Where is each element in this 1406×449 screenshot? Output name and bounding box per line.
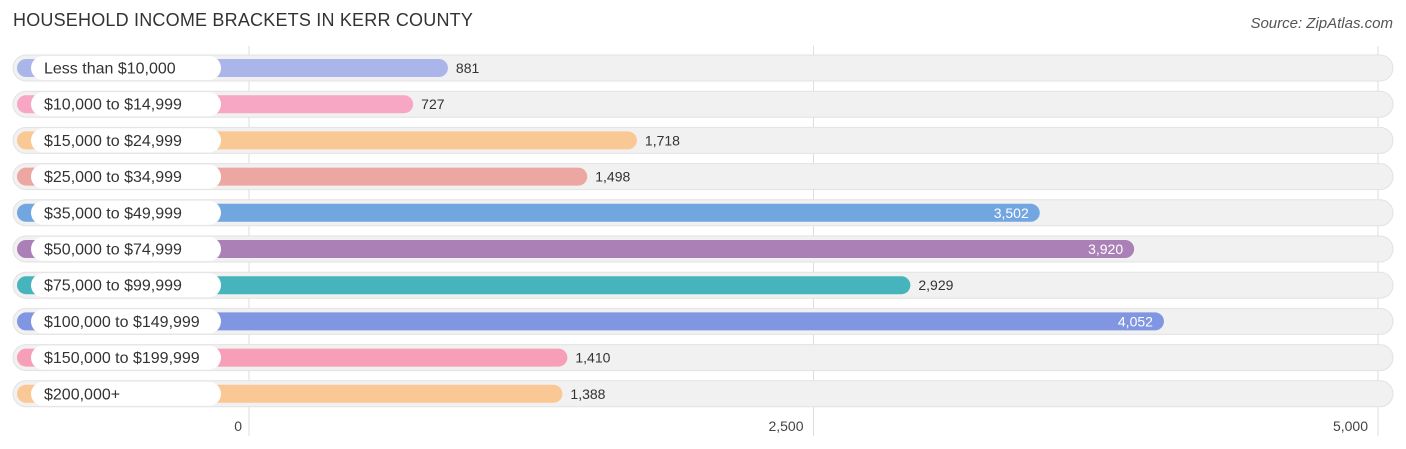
value-label: 1,718 (645, 132, 680, 148)
x-tick-label: 2,500 (768, 418, 803, 434)
value-label: 727 (421, 96, 445, 112)
bar-row: Less than $10,000 881 (12, 54, 1394, 82)
category-label-pill (31, 92, 221, 117)
bar-row: $200,000+ 1,388 (12, 380, 1394, 408)
bar[interactable] (17, 240, 1135, 258)
category-label: $50,000 to $74,999 (44, 242, 182, 259)
category-label-pill (31, 200, 221, 225)
value-label: 4,052 (1118, 313, 1153, 329)
category-label-pill (31, 164, 221, 189)
category-label-pill (31, 345, 221, 370)
bar-row: $25,000 to $34,999 1,498 (12, 163, 1394, 191)
category-label: $200,000+ (44, 386, 120, 403)
value-label: 1,498 (595, 169, 630, 185)
value-label: 881 (456, 60, 480, 76)
bar[interactable] (17, 312, 1164, 331)
value-label: 1,388 (570, 386, 605, 402)
category-label: $35,000 to $49,999 (44, 205, 182, 222)
category-label-pill (31, 309, 221, 334)
bar-row: $100,000 to $149,999 4,052 (12, 307, 1394, 335)
category-label: $25,000 to $34,999 (44, 169, 182, 186)
category-label: $15,000 to $24,999 (44, 133, 182, 150)
bars-layer: Less than $10,000 881 $10,000 to $14,999 72… (12, 54, 1394, 408)
category-label-pill (31, 128, 221, 153)
category-label-pill (31, 56, 221, 80)
category-label-pill (31, 273, 221, 298)
category-label: Less than $10,000 (44, 61, 176, 78)
source-note: Source: ZipAtlas.com (1250, 15, 1393, 32)
bar-row: $10,000 to $14,999 727 (12, 90, 1394, 118)
bar[interactable] (17, 203, 1040, 222)
value-label: 2,929 (918, 277, 953, 293)
x-tick-label: 0 (234, 418, 242, 434)
category-label: $150,000 to $199,999 (44, 350, 200, 367)
category-label: $75,000 to $99,999 (44, 278, 182, 295)
value-label: 1,410 (575, 350, 610, 366)
category-label-pill (31, 381, 221, 406)
bar-row: $50,000 to $74,999 3,920 (12, 235, 1394, 263)
category-label: $10,000 to $14,999 (44, 97, 182, 114)
bar-row: $150,000 to $199,999 1,410 (12, 344, 1394, 372)
category-label: $100,000 to $149,999 (44, 314, 200, 331)
chart-title: HOUSEHOLD INCOME BRACKETS IN KERR COUNTY (13, 10, 474, 30)
x-axis: 0 2,500 5,000 (234, 418, 1368, 434)
category-label-pill (31, 237, 221, 261)
value-label: 3,920 (1088, 241, 1123, 257)
value-label: 3,502 (994, 205, 1029, 221)
bar-row: $35,000 to $49,999 3,502 (12, 199, 1394, 227)
bar-row: $75,000 to $99,999 2,929 (12, 271, 1394, 299)
x-tick-label: 5,000 (1333, 418, 1368, 434)
bar[interactable] (17, 276, 911, 295)
bar-row: $15,000 to $24,999 1,718 (12, 126, 1394, 154)
